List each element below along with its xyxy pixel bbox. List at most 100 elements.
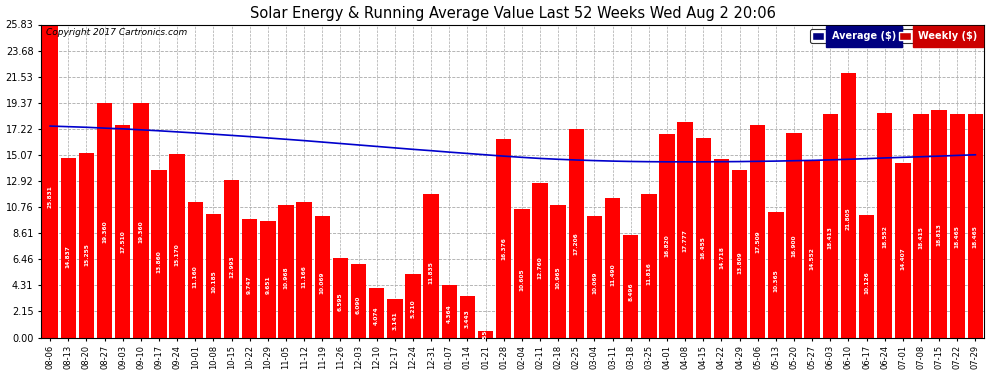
Text: 10.365: 10.365 — [773, 270, 778, 292]
Text: 0.554: 0.554 — [483, 325, 488, 344]
Text: 19.360: 19.360 — [139, 220, 144, 243]
Text: 9.747: 9.747 — [248, 275, 252, 294]
Bar — [605, 198, 621, 338]
Text: 18.552: 18.552 — [882, 225, 887, 248]
Bar — [387, 300, 403, 338]
Bar — [424, 194, 439, 338]
Bar — [877, 113, 892, 338]
Bar — [659, 134, 674, 338]
Text: 3.141: 3.141 — [392, 311, 397, 330]
Bar — [932, 110, 946, 338]
Bar — [858, 215, 874, 338]
Text: 15.170: 15.170 — [174, 243, 179, 266]
Bar — [642, 194, 656, 338]
Text: 10.965: 10.965 — [555, 267, 560, 289]
Bar — [841, 73, 856, 338]
Bar — [750, 125, 765, 338]
Text: 11.816: 11.816 — [646, 262, 651, 285]
Text: 19.360: 19.360 — [102, 220, 107, 243]
Text: 10.185: 10.185 — [211, 271, 216, 293]
Bar — [895, 163, 911, 338]
Bar — [823, 114, 838, 338]
Bar — [315, 216, 330, 338]
Bar — [587, 216, 602, 338]
Bar — [224, 180, 240, 338]
Text: 11.166: 11.166 — [302, 265, 307, 288]
Text: 17.509: 17.509 — [755, 231, 760, 254]
Bar — [496, 139, 512, 338]
Text: 14.718: 14.718 — [719, 246, 724, 269]
Bar — [786, 133, 802, 338]
Text: 18.415: 18.415 — [919, 226, 924, 249]
Bar — [514, 209, 530, 338]
Bar — [732, 170, 747, 338]
Text: 17.777: 17.777 — [682, 229, 688, 252]
Title: Solar Energy & Running Average Value Last 52 Weeks Wed Aug 2 20:06: Solar Energy & Running Average Value Las… — [249, 6, 776, 21]
Text: 11.835: 11.835 — [429, 262, 434, 285]
Bar — [115, 125, 131, 338]
Text: 6.595: 6.595 — [338, 292, 343, 311]
Bar — [405, 274, 421, 338]
Text: 18.465: 18.465 — [973, 225, 978, 248]
Text: 11.160: 11.160 — [193, 266, 198, 288]
Bar — [133, 103, 148, 338]
Bar — [913, 114, 929, 338]
Bar — [550, 205, 566, 338]
Bar — [949, 114, 965, 338]
Bar — [768, 212, 783, 338]
Text: 11.490: 11.490 — [610, 264, 615, 286]
Text: 12.993: 12.993 — [229, 255, 234, 278]
Text: 17.510: 17.510 — [120, 231, 125, 254]
Bar — [206, 214, 221, 338]
Text: 16.820: 16.820 — [664, 234, 669, 257]
Text: 8.496: 8.496 — [629, 282, 634, 300]
Text: 16.900: 16.900 — [791, 234, 797, 256]
Text: 12.760: 12.760 — [538, 256, 543, 279]
Text: 10.605: 10.605 — [520, 268, 525, 291]
Bar — [296, 202, 312, 338]
Text: 18.413: 18.413 — [828, 226, 833, 249]
Text: 14.837: 14.837 — [65, 245, 70, 268]
Text: 10.069: 10.069 — [592, 272, 597, 294]
Bar — [696, 138, 711, 338]
Bar — [97, 103, 112, 338]
Bar — [442, 285, 457, 338]
Text: 3.443: 3.443 — [465, 309, 470, 328]
Text: 16.455: 16.455 — [701, 236, 706, 259]
Bar — [333, 258, 348, 338]
Bar — [260, 220, 275, 338]
Text: 14.407: 14.407 — [900, 248, 905, 270]
Text: 5.210: 5.210 — [411, 300, 416, 318]
Bar — [568, 129, 584, 338]
Bar — [350, 264, 366, 338]
Text: Copyright 2017 Cartronics.com: Copyright 2017 Cartronics.com — [46, 28, 187, 37]
Bar — [459, 296, 475, 338]
Bar — [242, 219, 257, 338]
Text: 10.126: 10.126 — [864, 271, 869, 294]
Bar — [533, 183, 547, 338]
Bar — [805, 161, 820, 338]
Bar — [43, 24, 57, 338]
Text: 10.968: 10.968 — [283, 266, 288, 289]
Bar — [79, 153, 94, 338]
Bar — [278, 205, 294, 338]
Bar — [967, 114, 983, 338]
Text: 9.651: 9.651 — [265, 276, 270, 294]
Bar — [187, 202, 203, 338]
Bar — [677, 122, 693, 338]
Text: 21.805: 21.805 — [845, 207, 850, 230]
Text: 17.206: 17.206 — [574, 232, 579, 255]
Text: 25.831: 25.831 — [48, 185, 52, 208]
Text: 18.465: 18.465 — [954, 225, 959, 248]
Legend: Average ($), Weekly ($): Average ($), Weekly ($) — [811, 29, 979, 43]
Bar — [169, 154, 185, 338]
Text: 10.069: 10.069 — [320, 272, 325, 294]
Bar — [151, 170, 166, 338]
Text: 18.813: 18.813 — [937, 224, 941, 246]
Text: 13.809: 13.809 — [737, 251, 742, 273]
Bar — [478, 331, 493, 338]
Text: 16.376: 16.376 — [501, 237, 506, 260]
Bar — [60, 158, 76, 338]
Text: 6.090: 6.090 — [356, 295, 361, 314]
Text: 4.364: 4.364 — [446, 304, 451, 323]
